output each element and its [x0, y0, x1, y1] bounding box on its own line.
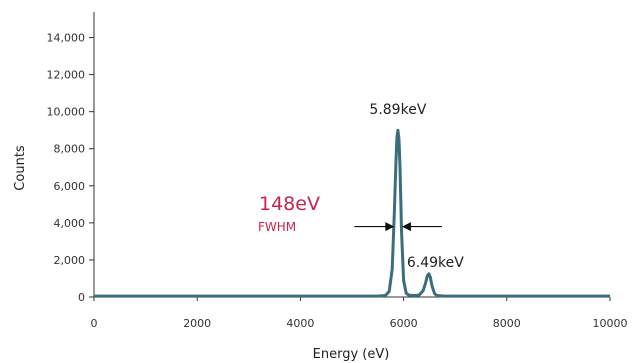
peak-label-5-89kev: 5.89keV — [369, 102, 426, 118]
y-tick-label: 12,000 — [47, 69, 86, 82]
x-tick-label: 8000 — [493, 317, 521, 330]
x-tick-label: 6000 — [390, 317, 418, 330]
fwhm-arrow-left-head — [385, 222, 395, 232]
fwhm-arrow-right-head — [401, 222, 411, 232]
spectrum-line — [94, 128, 610, 298]
x-tick-label: 10000 — [593, 317, 628, 330]
x-tick-label: 0 — [91, 317, 98, 330]
y-tick-label: 14,000 — [47, 32, 86, 45]
x-axis-ticks: 0 2000 4000 6000 8000 10000 — [91, 297, 628, 330]
y-tick-label: 8,000 — [54, 143, 86, 156]
fwhm-arrows — [354, 222, 442, 232]
x-axis-label: Energy (eV) — [313, 347, 390, 362]
y-tick-label: 2,000 — [54, 254, 86, 267]
fwhm-value-label: 148eV — [259, 193, 320, 215]
y-axis-label: Counts — [13, 145, 28, 191]
y-tick-label: 10,000 — [47, 106, 86, 119]
series-layer — [94, 128, 610, 298]
fwhm-label: FWHM — [258, 220, 296, 234]
y-tick-label: 6,000 — [54, 180, 86, 193]
y-axis-ticks: 0 2,000 4,000 6,000 8,000 10,000 12,000 14,000 — [47, 32, 94, 304]
y-tick-label: 0 — [78, 291, 85, 304]
y-tick-label: 4,000 — [54, 217, 86, 230]
x-tick-label: 4000 — [286, 317, 314, 330]
peak-label-6-49kev: 6.49keV — [407, 255, 464, 271]
x-tick-label: 2000 — [183, 317, 211, 330]
